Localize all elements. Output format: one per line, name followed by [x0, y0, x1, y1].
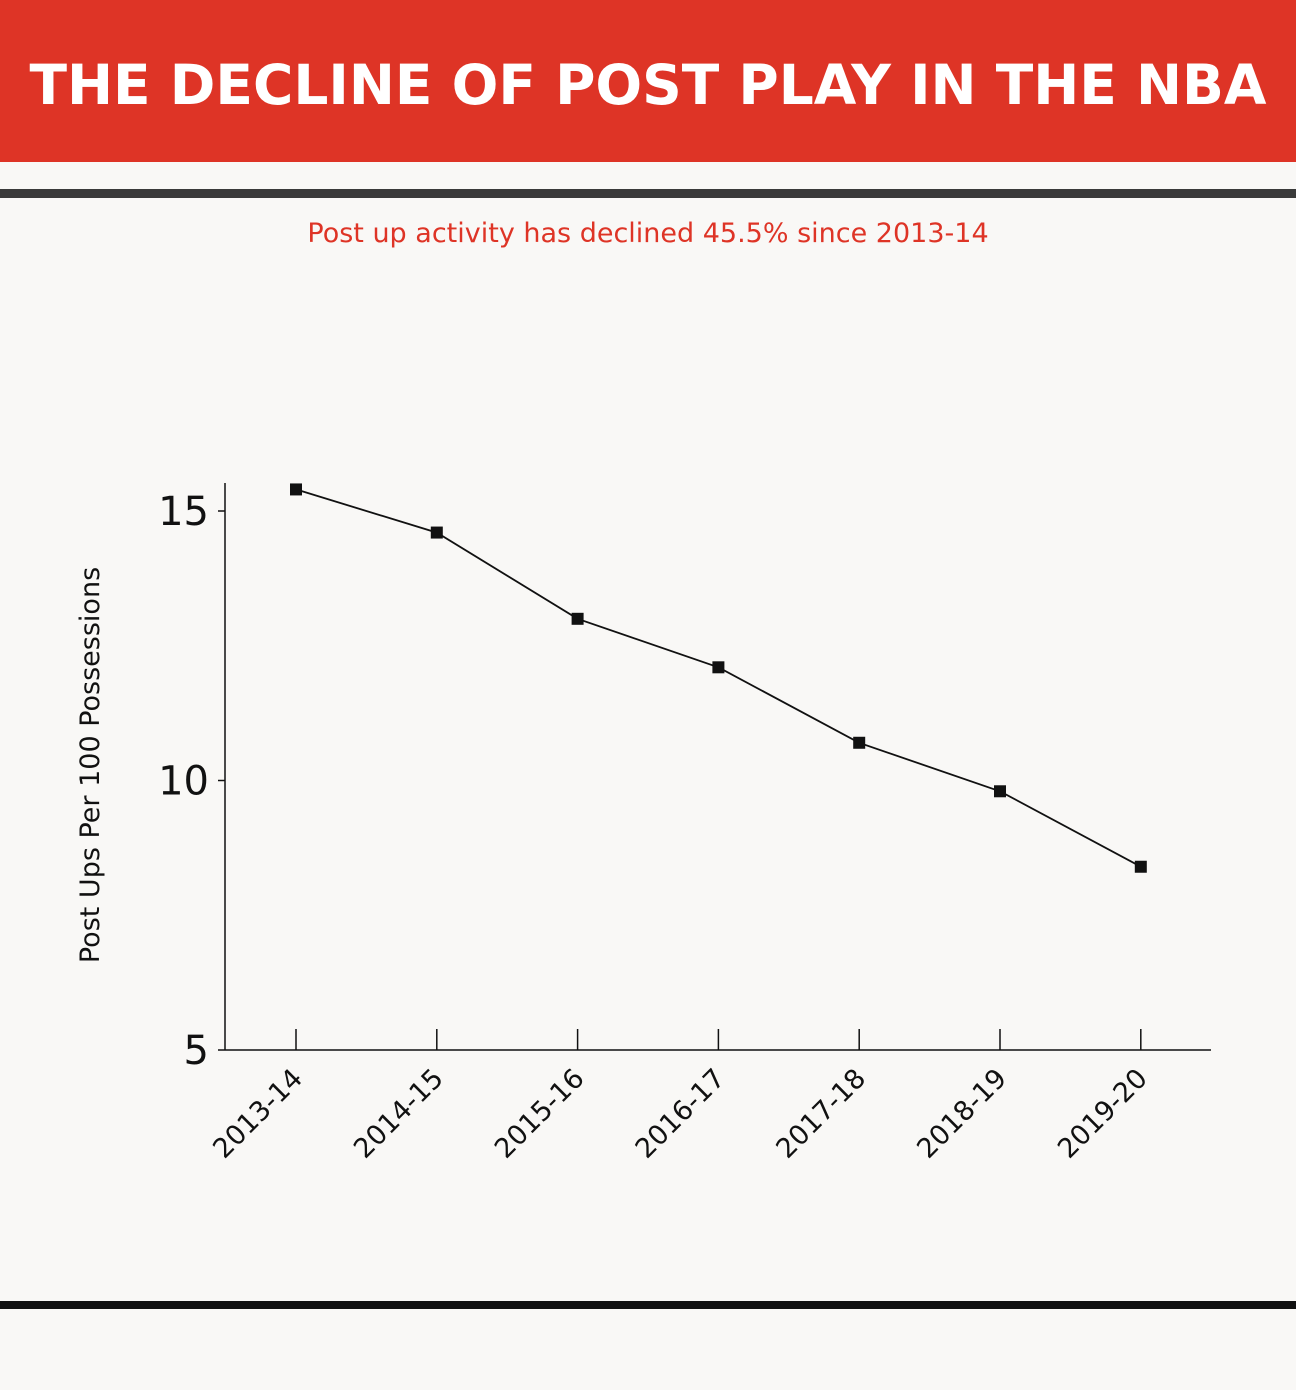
data-point-marker: [712, 661, 725, 674]
chart-subtitle: Post up activity has declined 45.5% sinc…: [307, 218, 989, 249]
page-title: THE DECLINE OF POST PLAY IN THE NBA: [29, 53, 1267, 117]
x-tick-label: 2016-17: [630, 1063, 732, 1165]
data-point-marker: [571, 612, 584, 625]
y-tick-label: 5: [184, 1028, 209, 1074]
x-tick-label: 2017-18: [770, 1063, 872, 1165]
x-tick-label: 2019-20: [1052, 1063, 1154, 1165]
data-point-marker: [430, 526, 443, 539]
data-point-marker: [853, 736, 866, 749]
y-tick-label: 15: [158, 489, 209, 535]
data-point-marker: [1134, 860, 1147, 873]
data-point-marker: [290, 483, 302, 496]
chart-axes: [218, 483, 1211, 1051]
data-point-marker: [994, 785, 1006, 798]
x-tick-label: 2013-14: [207, 1063, 309, 1165]
x-tick-label: 2014-15: [348, 1063, 450, 1165]
title-banner: [0, 0, 1296, 162]
series-line-layer: [295, 488, 1142, 868]
bottom-divider: [0, 1301, 1296, 1309]
y-axis-title: Post Ups Per 100 Possessions: [75, 567, 106, 963]
top-divider: [0, 189, 1296, 198]
y-tick-label: 10: [158, 759, 209, 805]
tick-labels: 5 10 15 2013-14 2014-15 2015-16 2016-17 2017-18…: [158, 489, 1154, 1165]
series-markers: [290, 483, 1147, 873]
x-tick-label: 2015-16: [489, 1063, 591, 1165]
series-line: [295, 488, 1142, 868]
x-tick-label: 2018-19: [911, 1063, 1013, 1165]
